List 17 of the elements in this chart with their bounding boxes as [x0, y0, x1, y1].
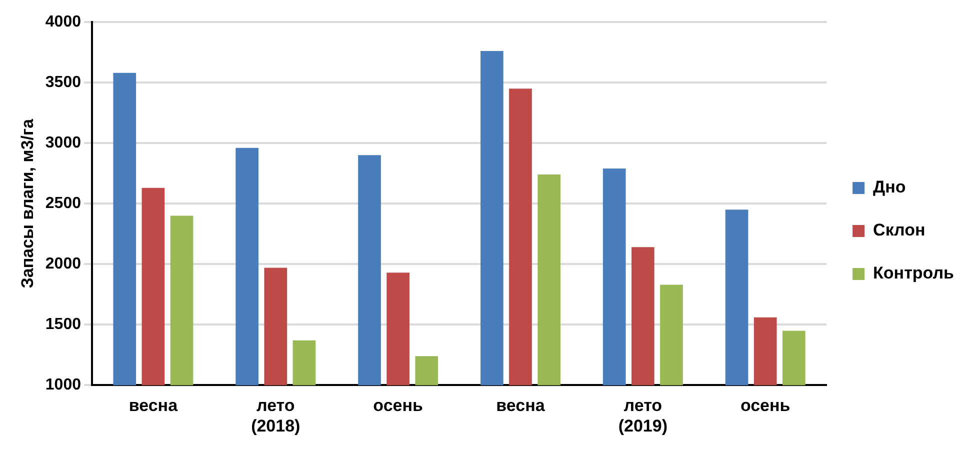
- y-tick-label: 2500: [45, 195, 82, 212]
- x-tick-label: весна: [128, 396, 178, 416]
- y-tick-label: 3000: [45, 134, 82, 152]
- y-tick-label: 4000: [45, 13, 82, 30]
- x-tick-label: осень: [373, 396, 423, 416]
- legend-label: Контроль: [873, 264, 954, 283]
- y-tick-label: 1000: [45, 376, 82, 394]
- y-axis-title: Запасы влаги, м3/га: [18, 118, 37, 288]
- legend-label: Дно: [873, 178, 906, 197]
- x-tick-label: лето (2018): [251, 396, 300, 436]
- y-tick-label: 3500: [45, 74, 82, 91]
- x-tick-label: весна: [496, 396, 546, 416]
- x-tick-label: лето (2019): [618, 396, 668, 436]
- y-tick-label: 1500: [45, 316, 82, 334]
- legend-label: Склон: [873, 220, 926, 240]
- y-tick-label: 2000: [45, 256, 82, 273]
- x-tick-label: осень: [740, 396, 790, 416]
